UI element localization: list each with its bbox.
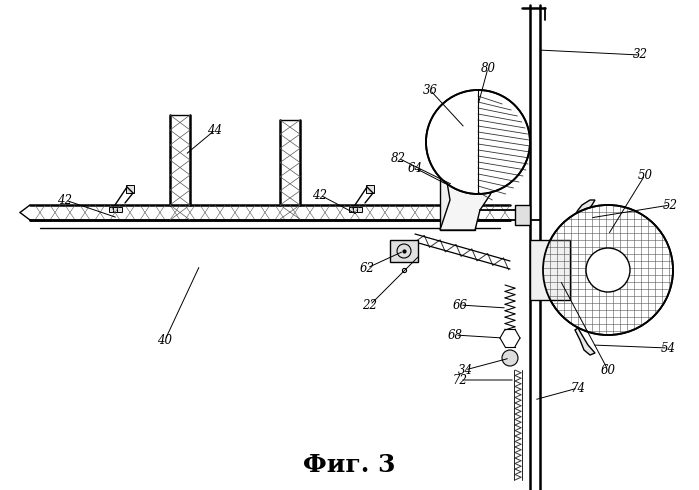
Text: 50: 50 (637, 169, 652, 181)
Text: 66: 66 (452, 298, 468, 312)
Text: 62: 62 (359, 262, 375, 274)
Text: 74: 74 (570, 382, 586, 394)
Text: 52: 52 (663, 198, 677, 212)
Circle shape (502, 350, 518, 366)
Bar (109, 207, 114, 212)
Text: 82: 82 (391, 151, 405, 165)
Bar (113, 207, 118, 212)
Polygon shape (575, 200, 595, 218)
Bar (366, 185, 374, 193)
Text: 80: 80 (480, 62, 496, 74)
Text: 40: 40 (157, 334, 173, 346)
Text: 32: 32 (633, 49, 647, 62)
Bar (357, 207, 362, 212)
Bar (117, 207, 122, 212)
Circle shape (426, 90, 530, 194)
Text: Фиг. 3: Фиг. 3 (303, 453, 396, 477)
Text: 68: 68 (447, 328, 463, 342)
Bar (515, 205, 530, 225)
Bar (530, 240, 570, 300)
Text: 72: 72 (452, 373, 468, 387)
Bar (349, 207, 354, 212)
Text: 44: 44 (208, 123, 222, 137)
Bar (390, 240, 418, 262)
Text: 36: 36 (422, 83, 438, 97)
Circle shape (586, 248, 630, 292)
Polygon shape (440, 90, 510, 230)
Text: 22: 22 (363, 298, 377, 312)
Text: 34: 34 (458, 364, 473, 376)
Text: 42: 42 (312, 189, 328, 201)
Circle shape (543, 205, 673, 335)
Text: 60: 60 (600, 364, 616, 376)
Text: 42: 42 (57, 194, 73, 206)
Polygon shape (575, 328, 595, 355)
Bar (440, 170, 475, 230)
Bar (353, 207, 358, 212)
Text: 64: 64 (408, 162, 422, 174)
Text: 54: 54 (661, 342, 675, 354)
Bar (126, 185, 134, 193)
